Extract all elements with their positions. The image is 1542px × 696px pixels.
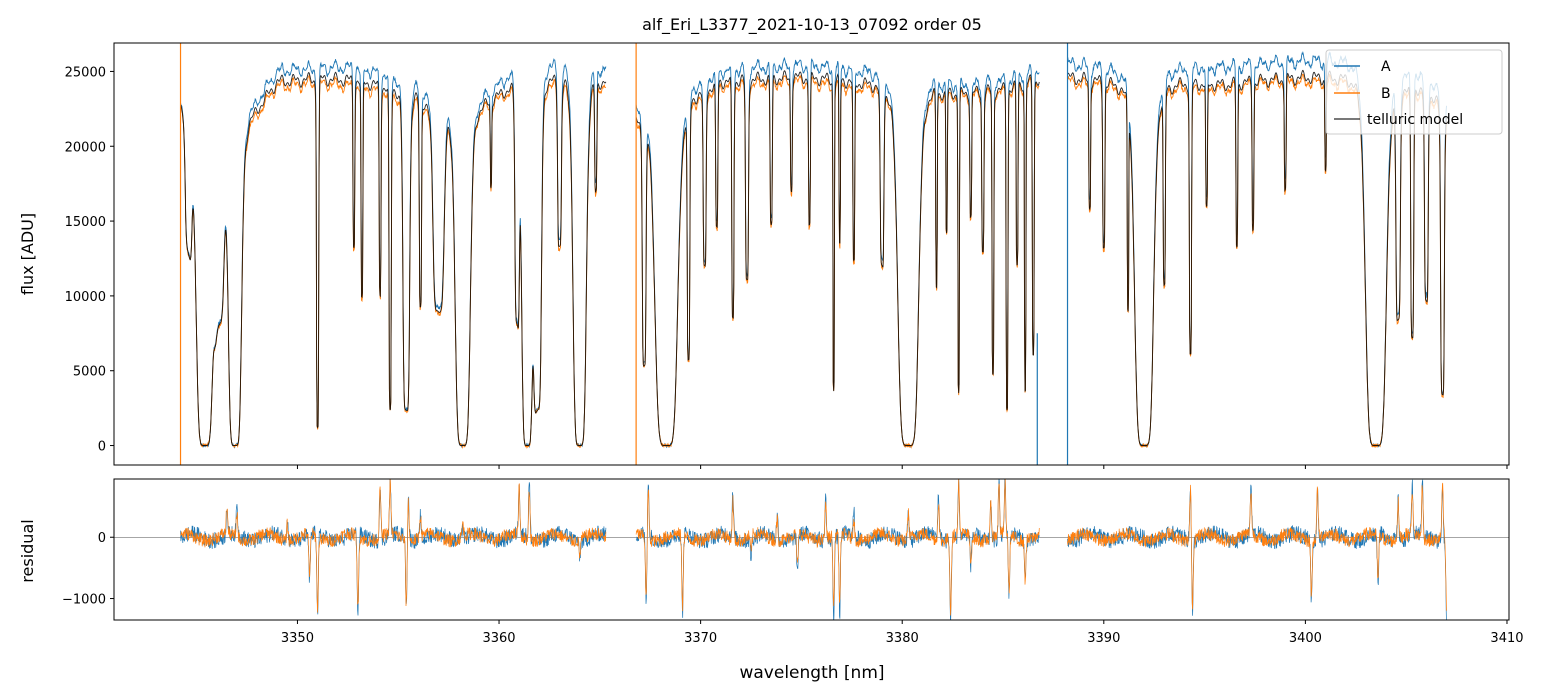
flux-ytick-label: 25000 <box>65 65 106 80</box>
residual-axis-ticks: −1000 0 3350 3360 3370 3380 3390 3400 3410 <box>62 531 1524 646</box>
flux-axes-frame <box>113 42 1510 466</box>
telluric-model-line-segment-3 <box>1067 69 1447 446</box>
wavelength-xtick-label: 3350 <box>281 631 314 646</box>
flux-axis-label: flux [ADU] <box>18 213 37 295</box>
residual-b-line-segment-2 <box>635 479 1040 616</box>
wavelength-xtick-label: 3360 <box>482 631 515 646</box>
residual-plot-area <box>114 479 1509 620</box>
wavelength-xtick-label: 3390 <box>1087 631 1120 646</box>
wavelength-xtick-label: 3410 <box>1490 631 1523 646</box>
residual-axes-frame <box>113 478 1510 621</box>
legend-label-telluric-model: telluric model <box>1367 112 1463 128</box>
figure-title: alf_Eri_L3377_2021-10-13_07092 order 05 <box>642 15 982 35</box>
wavelength-axis-label: wavelength [nm] <box>739 663 884 683</box>
legend-label-a: A <box>1381 59 1391 75</box>
flux-ytick-label: 5000 <box>73 365 106 380</box>
flux-panel: 0 5000 10000 15000 20000 25000 flux [ADU] A B… <box>18 42 1510 469</box>
legend: A B telluric model <box>1325 49 1503 135</box>
legend-frame <box>1325 49 1503 135</box>
residual-axis-label: residual <box>18 519 37 582</box>
residual-panel: −1000 0 3350 3360 3370 3380 3390 3400 3410 resid… <box>18 478 1524 683</box>
residual-a-line-segment-2 <box>635 479 1040 620</box>
flux-ytick-label: 15000 <box>65 215 106 230</box>
flux-axis-ticks: 0 5000 10000 15000 20000 25000 <box>65 65 1508 469</box>
residual-b-line-segment-3 <box>1067 482 1447 611</box>
wavelength-xtick-label: 3400 <box>1289 631 1322 646</box>
flux-plot-area <box>179 43 1447 465</box>
wavelength-xtick-label: 3380 <box>886 631 919 646</box>
wavelength-xtick-label: 3370 <box>684 631 717 646</box>
flux-ytick-label: 20000 <box>65 140 106 155</box>
residual-ytick-label: −1000 <box>62 593 106 608</box>
flux-ytick-label: 10000 <box>65 290 106 305</box>
telluric-model-line-segment-1 <box>180 71 607 446</box>
flux-ytick-label: 0 <box>98 440 106 455</box>
telluric-model-line-segment-2 <box>635 70 1040 446</box>
legend-label-b: B <box>1381 86 1391 102</box>
residual-a-line-segment-3 <box>1067 479 1447 620</box>
residual-b-line-segment-1 <box>180 479 607 613</box>
residual-ytick-label: 0 <box>98 531 106 546</box>
